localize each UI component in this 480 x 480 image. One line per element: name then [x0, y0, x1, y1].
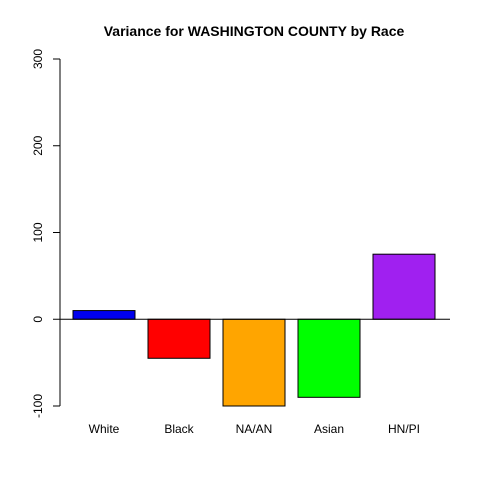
x-category-label: White	[89, 422, 120, 436]
y-tick-label: 300	[31, 49, 45, 69]
bar-na-an	[222, 318, 286, 407]
chart-title: Variance for WASHINGTON COUNTY by Race	[104, 23, 405, 39]
y-tick-label: -100	[31, 394, 45, 418]
bars	[72, 253, 436, 407]
y-tick-label: 0	[31, 316, 45, 323]
bar-asian	[297, 318, 361, 398]
x-category-label: NA/AN	[236, 422, 273, 436]
bar-hn-pi	[372, 253, 436, 320]
x-axis-labels: White Black NA/AN Asian HN/PI	[89, 422, 420, 436]
y-tick-label: 100	[31, 222, 45, 242]
x-category-label: HN/PI	[388, 422, 420, 436]
bar-black	[147, 318, 211, 359]
x-category-label: Asian	[314, 422, 344, 436]
x-category-label: Black	[164, 422, 194, 436]
bar-white	[72, 310, 136, 320]
y-axis: -100 0 100 200 300	[31, 49, 61, 418]
y-tick-label: 200	[31, 135, 45, 155]
